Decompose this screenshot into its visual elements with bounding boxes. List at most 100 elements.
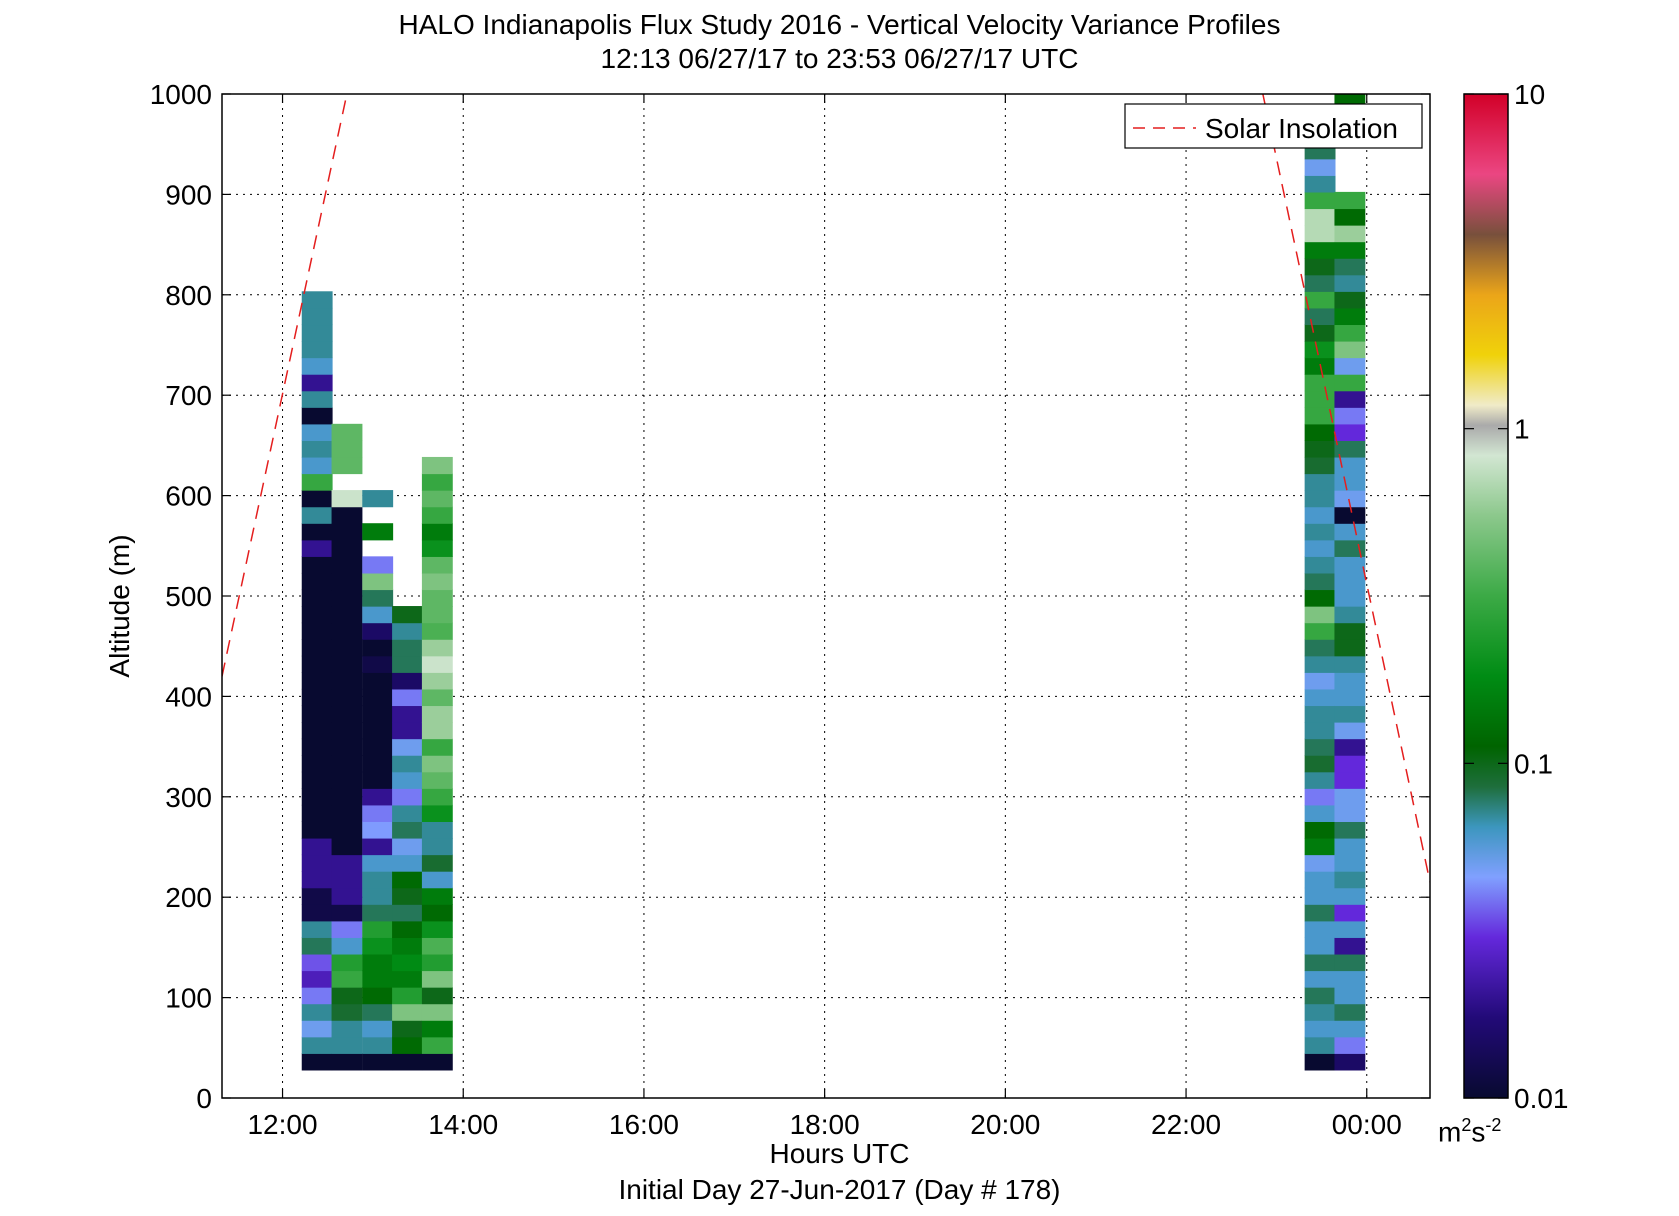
variance-cells (301, 76, 1366, 1071)
cell-p3-b9 (392, 904, 423, 922)
cell-p1-b6 (331, 953, 363, 972)
x-axis-label: Hours UTC (769, 1138, 910, 1169)
cell-p0-b46 (301, 291, 333, 309)
cell-p0-b13 (301, 837, 333, 856)
cell-p6-b59 (1334, 76, 1365, 93)
cell-p5-b19 (1304, 738, 1336, 756)
cell-p6-b35 (1334, 473, 1366, 491)
cell-p4-b10 (421, 887, 453, 905)
cell-p2-b17 (362, 771, 394, 789)
cell-p1-b38 (331, 423, 363, 441)
cell-p2-b15 (362, 804, 394, 822)
cell-p6-b49 (1334, 241, 1366, 259)
cell-p0-b21 (301, 705, 333, 723)
cell-p1-b23 (331, 672, 363, 690)
cell-p6-b30 (1334, 556, 1366, 574)
cell-p0-b38 (301, 423, 333, 441)
cell-p3-b13 (392, 837, 423, 856)
cell-p3-b7 (392, 937, 423, 955)
cell-p6-b13 (1334, 837, 1366, 856)
cell-p2-b2 (362, 1020, 394, 1038)
x-tick-label-5: 22:00 (1151, 1109, 1221, 1140)
cell-p5-b27 (1304, 606, 1336, 624)
cell-p4-b32 (421, 523, 453, 541)
cell-p4-b11 (421, 871, 453, 889)
cell-p6-b46 (1334, 291, 1366, 309)
cell-p5-b39 (1304, 407, 1336, 425)
cell-p3-b14 (392, 821, 423, 839)
cell-p2-b13 (362, 837, 394, 856)
y-tick-label-4: 400 (165, 681, 212, 712)
x-tick-label-3: 18:00 (790, 1109, 860, 1140)
cell-p1-b1 (331, 1036, 363, 1054)
cell-p6-b5 (1334, 970, 1366, 988)
cell-p5-b59 (1305, 76, 1336, 93)
cell-p0-b22 (301, 688, 333, 707)
cell-p2-b7 (362, 937, 394, 955)
cell-p6-b26 (1334, 622, 1366, 640)
cell-p0-b45 (301, 307, 333, 326)
cell-p6-b43 (1334, 340, 1366, 359)
cell-p1-b19 (331, 738, 363, 756)
cell-p5-b22 (1304, 688, 1336, 707)
cell-p4-b35 (421, 473, 453, 491)
cell-p2-b18 (362, 755, 394, 773)
cell-p1-b28 (331, 589, 363, 607)
cell-p5-b13 (1304, 837, 1336, 856)
cell-p6-b1 (1334, 1036, 1366, 1054)
cell-p5-b46 (1304, 291, 1336, 309)
x-tick-label-1: 14:00 (428, 1109, 498, 1140)
cell-p3-b26 (392, 622, 423, 640)
cell-p1-b12 (331, 854, 363, 872)
cell-p5-b34 (1304, 490, 1336, 508)
cell-p1-b29 (331, 572, 363, 591)
cell-p6-b34 (1334, 490, 1366, 508)
cell-p6-b33 (1334, 506, 1366, 524)
cell-p4-b12 (421, 854, 453, 872)
cell-p6-b51 (1334, 208, 1366, 226)
cell-p4-b3 (421, 1003, 453, 1021)
cell-p0-b10 (301, 887, 333, 905)
cell-p5-b54 (1304, 158, 1336, 176)
cell-p0-b33 (301, 506, 333, 524)
cell-p5-b30 (1304, 556, 1336, 574)
cell-p4-b23 (421, 672, 453, 690)
cell-p3-b12 (392, 854, 423, 872)
cell-p5-b9 (1304, 904, 1336, 922)
legend-label-solar: Solar Insolation (1205, 113, 1398, 144)
cell-p5-b40 (1304, 390, 1336, 408)
cell-p1-b27 (331, 606, 363, 624)
cell-p6-b36 (1334, 456, 1366, 475)
cell-p0-b17 (301, 771, 333, 789)
cell-p5-b21 (1304, 705, 1336, 723)
cell-p0-b2 (301, 1020, 333, 1038)
cell-p2-b19 (362, 738, 394, 756)
cell-p6-b29 (1334, 572, 1366, 591)
cell-p5-b3 (1304, 1003, 1336, 1021)
cell-p5-b7 (1304, 937, 1336, 955)
cell-p5-b41 (1304, 374, 1336, 392)
cell-p1-b2 (331, 1020, 363, 1038)
legend-box (1124, 103, 1423, 149)
cell-p1-b16 (331, 788, 363, 806)
cell-p5-b52 (1304, 191, 1336, 210)
colorbar-tick-label-1: 0.1 (1514, 748, 1553, 779)
cell-p2-b20 (362, 722, 394, 740)
cell-p0-b32 (301, 523, 333, 541)
cell-p4-b6 (421, 953, 453, 972)
cell-p0-b25 (301, 639, 333, 657)
cell-p5-b8 (1304, 920, 1336, 938)
colorbar-units: m2s-2 (1438, 1115, 1502, 1148)
cell-p3-b5 (392, 970, 423, 988)
cell-p6-b41 (1334, 374, 1366, 392)
cell-p1-b18 (331, 755, 363, 773)
cell-p6-b45 (1334, 307, 1366, 326)
cell-p6-b23 (1334, 672, 1366, 690)
cell-p4-b9 (421, 904, 453, 922)
cell-p5-b16 (1304, 788, 1336, 806)
cell-p0-b23 (301, 672, 333, 690)
cell-p0-b12 (301, 854, 333, 872)
cell-p4-b25 (421, 639, 453, 657)
cell-p1-b5 (331, 970, 363, 988)
